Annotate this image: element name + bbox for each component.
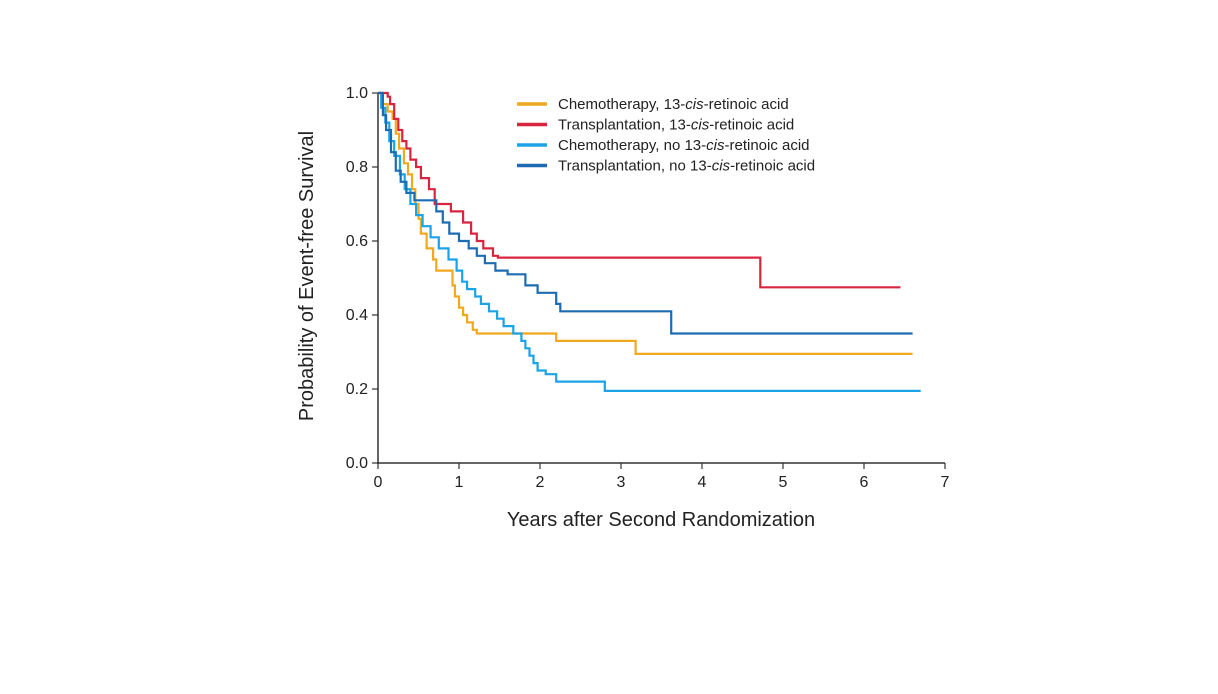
series-line-1 [378,91,913,355]
x-tick-label: 2 [536,474,545,491]
y-tick-label: 0.0 [346,455,368,472]
y-tick-label: 1.0 [346,85,368,102]
legend-label-3: Chemotherapy, no 13-cis-retinoic acid [558,137,810,154]
x-tick-label: 0 [374,474,383,491]
legend-label-1: Chemotherapy, 13-cis-retinoic acid [558,96,789,113]
x-tick-label: 7 [941,474,950,491]
series-layer [378,91,921,392]
series-line-4 [378,91,913,335]
legend-label-2: Transplantation, 13-cis-retinoic acid [558,117,794,134]
legend-label-4: Transplantation, no 13-cis-retinoic acid [558,158,815,175]
y-tick-label: 0.8 [346,159,368,176]
x-tick-label: 1 [455,474,464,491]
legend: Chemotherapy, 13-cis-retinoic acid Transp… [517,96,815,175]
y-tick-label: 0.2 [346,381,368,398]
x-tick-label: 5 [779,474,788,491]
x-tick-label: 4 [698,474,707,491]
series-line-2 [378,91,901,289]
axes: 0 1 2 3 4 5 6 7 0.0 0.2 0.4 0.6 0.8 1.0 [346,85,950,491]
y-tick-label: 0.6 [346,233,368,250]
x-tick-label: 6 [860,474,869,491]
x-axis-title: Years after Second Randomization [507,509,815,531]
y-tick-label: 0.4 [346,307,368,324]
x-tick-label: 3 [617,474,626,491]
y-axis-title: Probability of Event-free Survival [296,131,318,421]
